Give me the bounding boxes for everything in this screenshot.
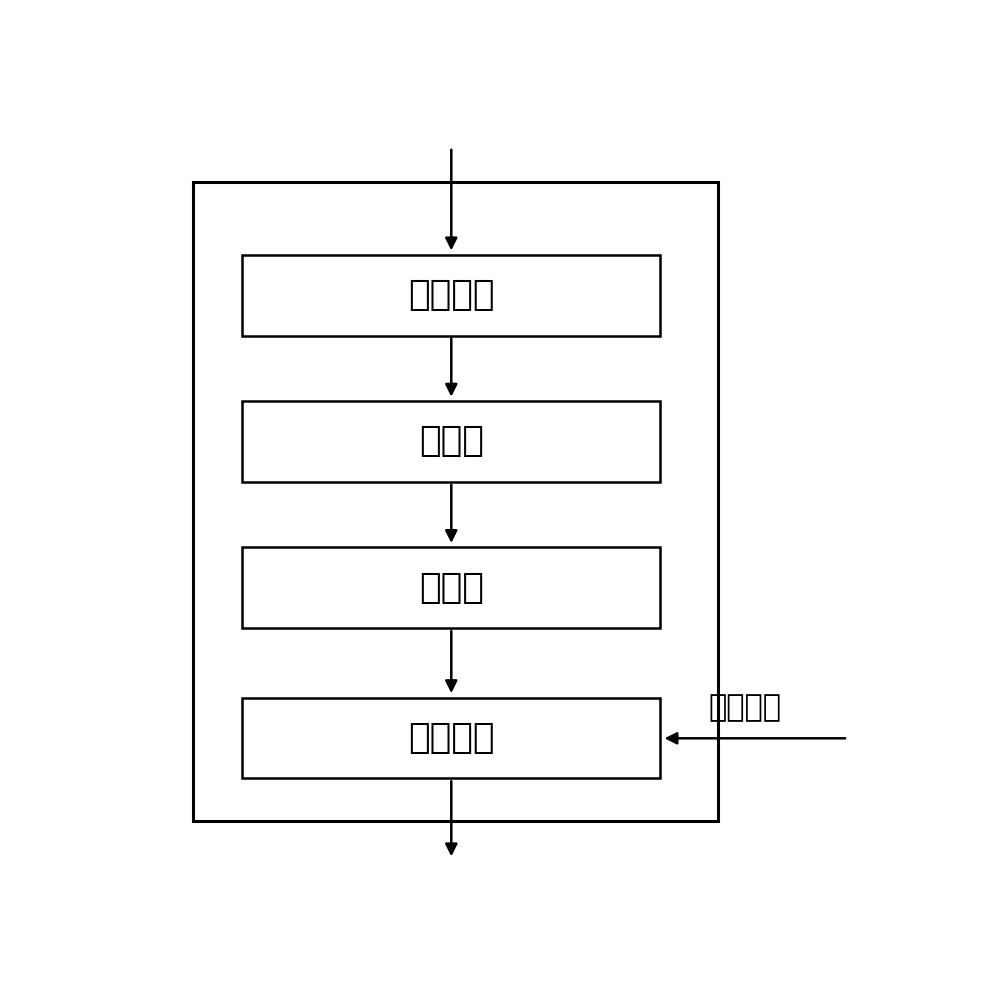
Text: 行移位: 行移位 <box>419 424 484 458</box>
Bar <box>242 401 661 482</box>
Text: 轮密钥加: 轮密钥加 <box>408 721 494 755</box>
Bar <box>242 698 661 778</box>
Text: 固定密钥: 固定密钥 <box>708 693 781 722</box>
Text: 字节替换: 字节替换 <box>408 278 494 312</box>
Bar <box>193 182 718 821</box>
Bar <box>242 547 661 628</box>
Bar <box>242 255 661 336</box>
Text: 列混淆: 列混淆 <box>419 571 484 605</box>
